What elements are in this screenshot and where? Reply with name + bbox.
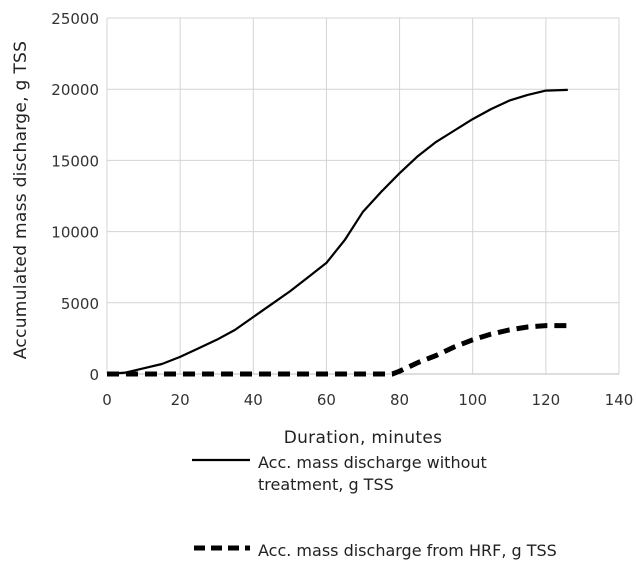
legend-label-hrf: Acc. mass discharge from HRF, g TSS [258, 541, 557, 560]
legend-swatch-solid [192, 452, 250, 466]
series-line-without-treatment [106, 88, 568, 376]
legend-entry-without-treatment: Acc. mass discharge without treatment, g… [192, 452, 622, 496]
series-layer [106, 88, 568, 377]
legend: Acc. mass discharge without treatment, g… [192, 452, 622, 560]
x-tick-label: 0 [102, 391, 112, 409]
y-tick-label: 10000 [51, 224, 99, 242]
x-tick-labels: 0 20 40 60 80 100 120 140 [102, 391, 633, 409]
y-tick-label: 25000 [51, 10, 99, 28]
x-tick-label: 40 [244, 391, 263, 409]
y-tick-label: 20000 [51, 81, 99, 99]
legend-label-without-treatment: Acc. mass discharge without treatment, g… [258, 453, 487, 494]
chart-svg: 0 20 40 60 80 100 120 140 0 5000 10000 15000 20000 2… [11, 10, 633, 448]
y-tick-label: 15000 [51, 152, 99, 170]
series-line-hrf [107, 323, 568, 377]
x-tick-label: 20 [171, 391, 190, 409]
x-tick-label: 80 [390, 391, 409, 409]
x-tick-label: 100 [458, 391, 487, 409]
y-tick-labels: 0 5000 10000 15000 20000 25000 [51, 10, 99, 384]
y-axis-title: Accumulated mass discharge, g TSS [11, 41, 31, 359]
y-tick-label: 0 [89, 366, 99, 384]
gridlines [106, 17, 620, 375]
x-tick-label: 120 [532, 391, 561, 409]
legend-dashed-line-icon [194, 545, 250, 551]
y-tick-label: 5000 [61, 295, 99, 313]
x-axis-title: Duration, minutes [284, 428, 443, 448]
x-tick-label: 140 [605, 391, 634, 409]
x-tick-label: 60 [317, 391, 336, 409]
legend-swatch-dashed [192, 540, 250, 554]
legend-solid-line-icon [192, 458, 250, 462]
legend-entry-hrf: Acc. mass discharge from HRF, g TSS [192, 540, 622, 562]
